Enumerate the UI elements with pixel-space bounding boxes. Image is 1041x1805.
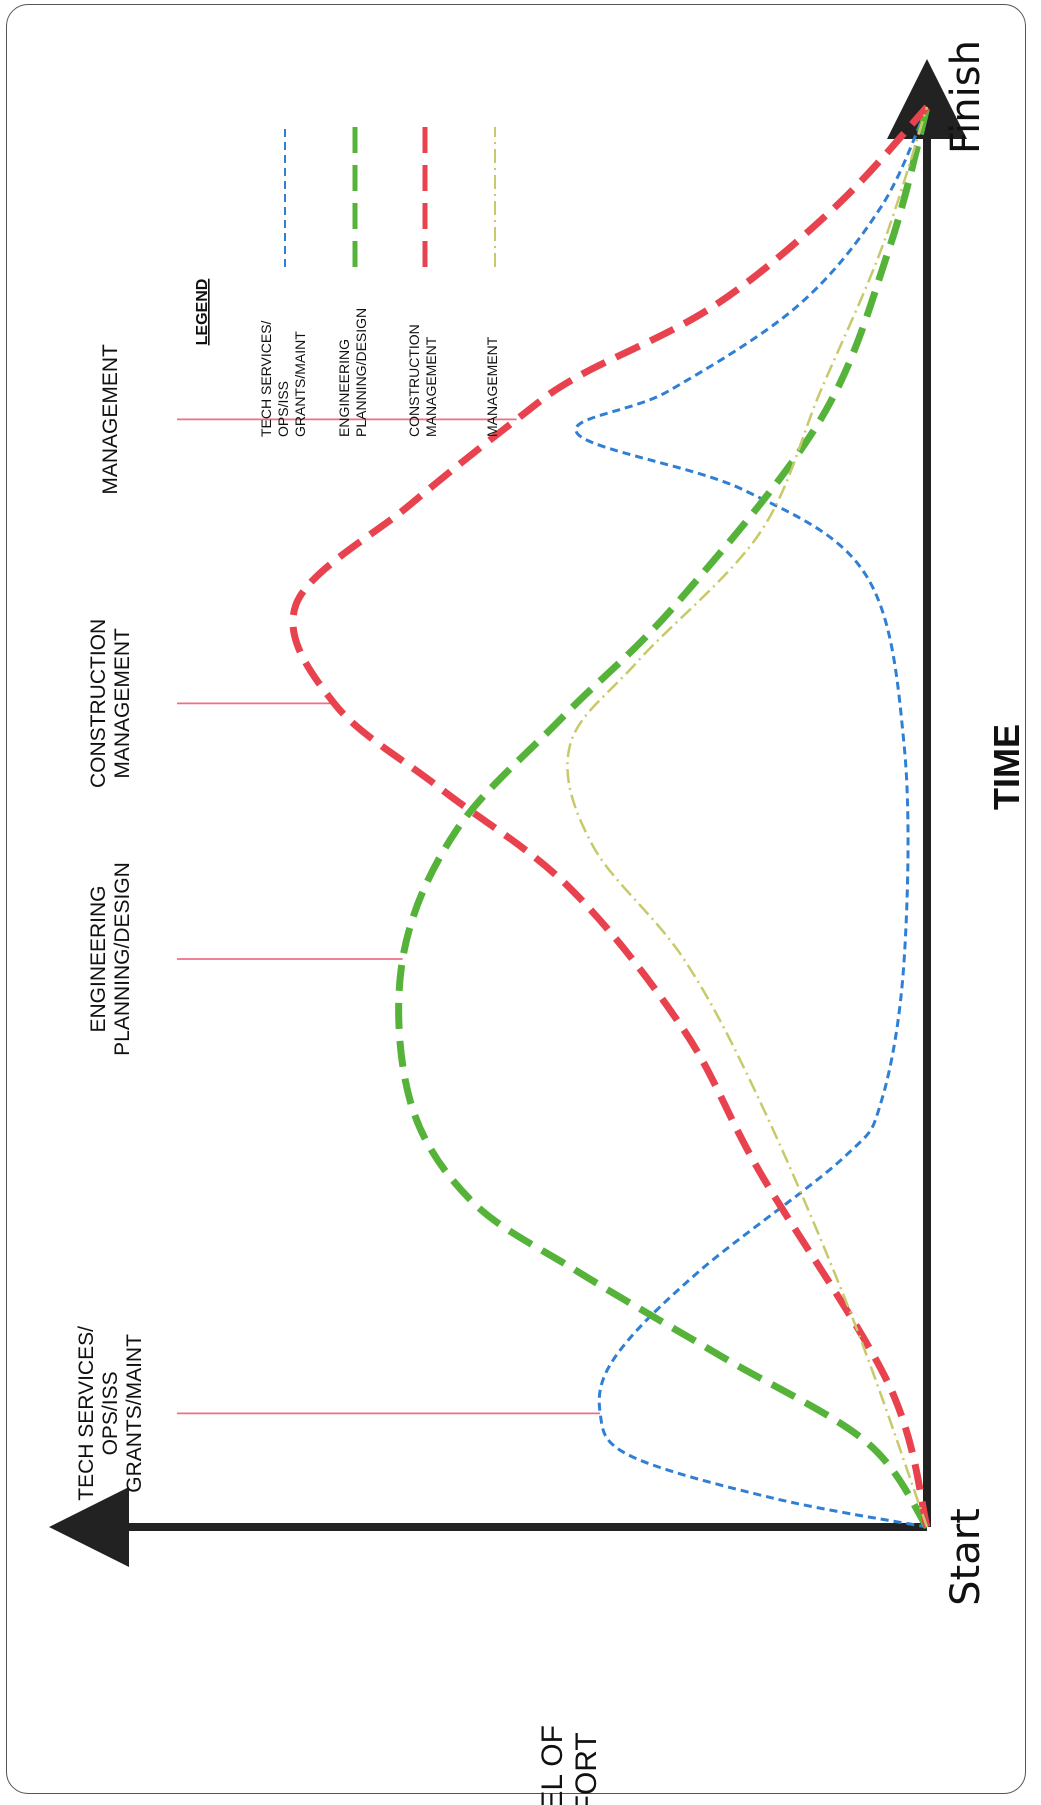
- legend-entry-label-4: MANAGEMENT: [484, 336, 500, 437]
- x-start-label: Start: [943, 1508, 989, 1606]
- annotation-label-1: TECH SERVICES/OPS/ISSGRANTS/MAINT: [75, 1326, 146, 1501]
- page-frame: [6, 4, 1026, 1794]
- legend: LEGEND TECH SERVICES/OPS/ISSGRANTS/MAINT…: [194, 127, 500, 437]
- x-axis-label: TIME: [986, 724, 1027, 810]
- series-line-tech-services-ops-iss-grants-maint: [574, 106, 929, 1529]
- legend-entry-label-1: TECH SERVICES/OPS/ISSGRANTS/MAINT: [258, 320, 308, 437]
- annotation-label-4: MANAGEMENT: [99, 344, 122, 495]
- series-line-construction-management: [289, 104, 931, 1528]
- series-line-engineering-planning-design: [395, 106, 931, 1530]
- series-line-management: [566, 106, 929, 1528]
- x-end-label: Finish: [943, 40, 989, 154]
- annotation-label-2: ENGINEERINGPLANNING/DESIGN: [87, 862, 134, 1056]
- annotation-label-3: CONSTRUCTIONMANAGEMENT: [87, 619, 134, 788]
- legend-title: LEGEND: [194, 279, 211, 346]
- y-axis-label: LEVEL OF EFFORT: [536, 1717, 603, 1805]
- legend-entry-label-3: CONSTRUCTIONMANAGEMENT: [406, 324, 439, 437]
- legend-entry-label-2: ENGINEERINGPLANNING/DESIGN: [336, 308, 369, 437]
